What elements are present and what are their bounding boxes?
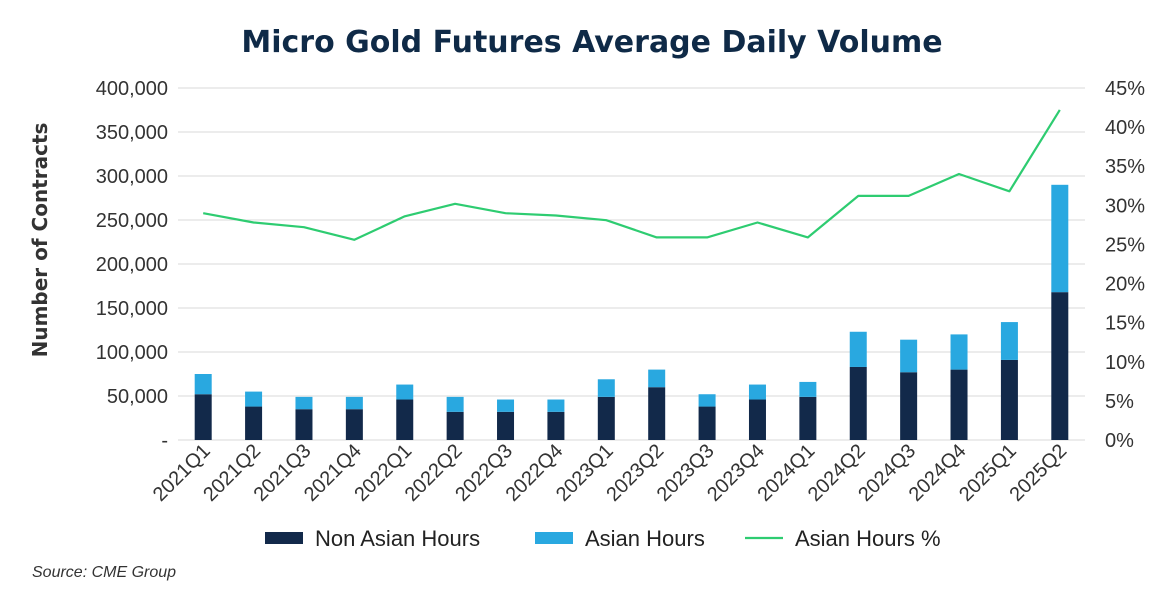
bar-non-asian-hours bbox=[698, 406, 716, 440]
legend-swatch bbox=[265, 532, 303, 544]
bar-non-asian-hours bbox=[648, 387, 666, 440]
gridlines bbox=[178, 87, 1085, 441]
right-tick-label: 0% bbox=[1105, 430, 1134, 452]
left-axis-ticks: - 50,000 100,000 150,000 200,000 250,000 300,0… bbox=[96, 78, 168, 452]
right-tick-label: 10% bbox=[1105, 352, 1145, 374]
bar-non-asian-hours bbox=[547, 411, 565, 440]
legend-label: Asian Hours % bbox=[795, 526, 941, 551]
bar-asian-hours bbox=[1051, 184, 1069, 293]
y-axis-title: Number of Contracts bbox=[28, 123, 52, 358]
bar-asian-hours bbox=[597, 379, 615, 397]
legend-label: Non Asian Hours bbox=[315, 526, 480, 551]
bar-asian-hours bbox=[799, 381, 817, 397]
bar-non-asian-hours bbox=[446, 411, 464, 440]
left-tick-label: 50,000 bbox=[107, 386, 168, 408]
bar-asian-hours bbox=[245, 391, 263, 407]
right-tick-label: 25% bbox=[1105, 234, 1145, 256]
left-tick-label: 350,000 bbox=[96, 122, 168, 144]
bar-asian-hours bbox=[345, 396, 363, 410]
bar-asian-hours bbox=[900, 339, 918, 373]
left-tick-label: 100,000 bbox=[96, 342, 168, 364]
left-tick-label: 150,000 bbox=[96, 298, 168, 320]
bar-asian-hours bbox=[648, 369, 666, 388]
bar-asian-hours bbox=[698, 394, 716, 407]
legend-label: Asian Hours bbox=[585, 526, 705, 551]
right-tick-label: 20% bbox=[1105, 274, 1145, 296]
bars bbox=[194, 184, 1069, 440]
right-tick-label: 5% bbox=[1105, 391, 1134, 413]
bar-asian-hours bbox=[446, 396, 464, 412]
right-tick-label: 15% bbox=[1105, 313, 1145, 335]
bar-non-asian-hours bbox=[799, 396, 817, 440]
bar-asian-hours bbox=[748, 384, 766, 400]
bar-asian-hours bbox=[194, 374, 212, 395]
right-axis-ticks: 0% 5% 10% 15% 20% 25% 30% 35% 40% 45% bbox=[1105, 78, 1145, 452]
bar-asian-hours bbox=[950, 334, 968, 370]
bar-non-asian-hours bbox=[849, 366, 867, 440]
bar-non-asian-hours bbox=[748, 399, 766, 440]
chart-title: Micro Gold Futures Average Daily Volume bbox=[241, 25, 942, 60]
bar-non-asian-hours bbox=[295, 409, 313, 440]
right-tick-label: 40% bbox=[1105, 117, 1145, 139]
bar-asian-hours bbox=[849, 331, 867, 367]
x-axis-ticks: 2021Q12021Q22021Q32021Q42022Q12022Q22022… bbox=[149, 440, 1071, 506]
bar-asian-hours bbox=[1000, 322, 1018, 360]
left-tick-label: 300,000 bbox=[96, 166, 168, 188]
bar-non-asian-hours bbox=[950, 369, 968, 440]
bar-asian-hours bbox=[295, 396, 313, 410]
asian-hours-pct-line bbox=[203, 109, 1061, 241]
bar-asian-hours bbox=[497, 399, 515, 412]
bar-non-asian-hours bbox=[1051, 292, 1069, 440]
bar-non-asian-hours bbox=[497, 411, 515, 440]
left-tick-label: 200,000 bbox=[96, 254, 168, 276]
bar-non-asian-hours bbox=[1000, 359, 1018, 440]
left-tick-label: 400,000 bbox=[96, 78, 168, 100]
bar-non-asian-hours bbox=[345, 409, 363, 440]
bar-asian-hours bbox=[547, 399, 565, 412]
x-tick-label: 2025Q2 bbox=[1005, 440, 1071, 506]
right-tick-label: 35% bbox=[1105, 156, 1145, 178]
left-tick-label: 250,000 bbox=[96, 210, 168, 232]
bar-non-asian-hours bbox=[396, 399, 414, 440]
bar-non-asian-hours bbox=[194, 394, 212, 440]
right-tick-label: 45% bbox=[1105, 78, 1145, 100]
bar-non-asian-hours bbox=[597, 396, 615, 440]
bar-asian-hours bbox=[396, 384, 414, 400]
left-tick-label: - bbox=[161, 430, 168, 452]
legend-swatch bbox=[535, 532, 573, 544]
line-series bbox=[203, 109, 1061, 241]
legend: Non Asian Hours Asian Hours Asian Hours % bbox=[265, 526, 941, 551]
right-tick-label: 30% bbox=[1105, 195, 1145, 217]
bar-non-asian-hours bbox=[900, 372, 918, 440]
source-note: Source: CME Group bbox=[32, 564, 176, 581]
bar-non-asian-hours bbox=[245, 406, 263, 440]
